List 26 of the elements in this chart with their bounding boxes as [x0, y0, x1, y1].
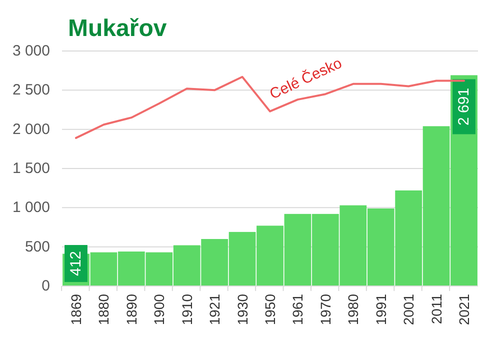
y-tick-label: 1 000 — [12, 199, 50, 216]
x-tick-label: 2001 — [400, 294, 417, 326]
x-tick-label: 1930 — [234, 294, 250, 326]
x-tick-label: 2011 — [428, 294, 444, 324]
x-tick-label: 1991 — [372, 294, 389, 326]
y-tick-label: 500 — [24, 238, 50, 256]
x-tick-label: 1910 — [178, 294, 195, 326]
chart-title: Mukařov — [68, 15, 168, 42]
y-tick-label: 2 000 — [12, 120, 50, 138]
x-tick-label: 1880 — [96, 294, 112, 326]
x-tick-label: 1921 — [206, 294, 223, 326]
x-tick-label: 1970 — [317, 294, 334, 326]
text: Celé Česko — [266, 54, 345, 103]
y-tick-label: 0 — [42, 278, 50, 294]
x-tick-label: 1980 — [345, 294, 362, 326]
data-label: 2 691 — [456, 88, 473, 126]
x-tick-label: 2021 — [456, 294, 472, 326]
x-tick-label: 1950 — [262, 294, 278, 326]
x-tick-label: 1890 — [123, 294, 140, 326]
x-tick-label: 1900 — [151, 294, 168, 326]
y-tick-label: 1 500 — [12, 160, 50, 177]
y-tick-label: 2 500 — [12, 82, 50, 99]
data-label: 412 — [67, 250, 84, 276]
x-tick-label: 1961 — [290, 294, 306, 326]
y-tick-label: 3 000 — [12, 42, 50, 60]
x-tick-label: 1869 — [68, 294, 84, 326]
